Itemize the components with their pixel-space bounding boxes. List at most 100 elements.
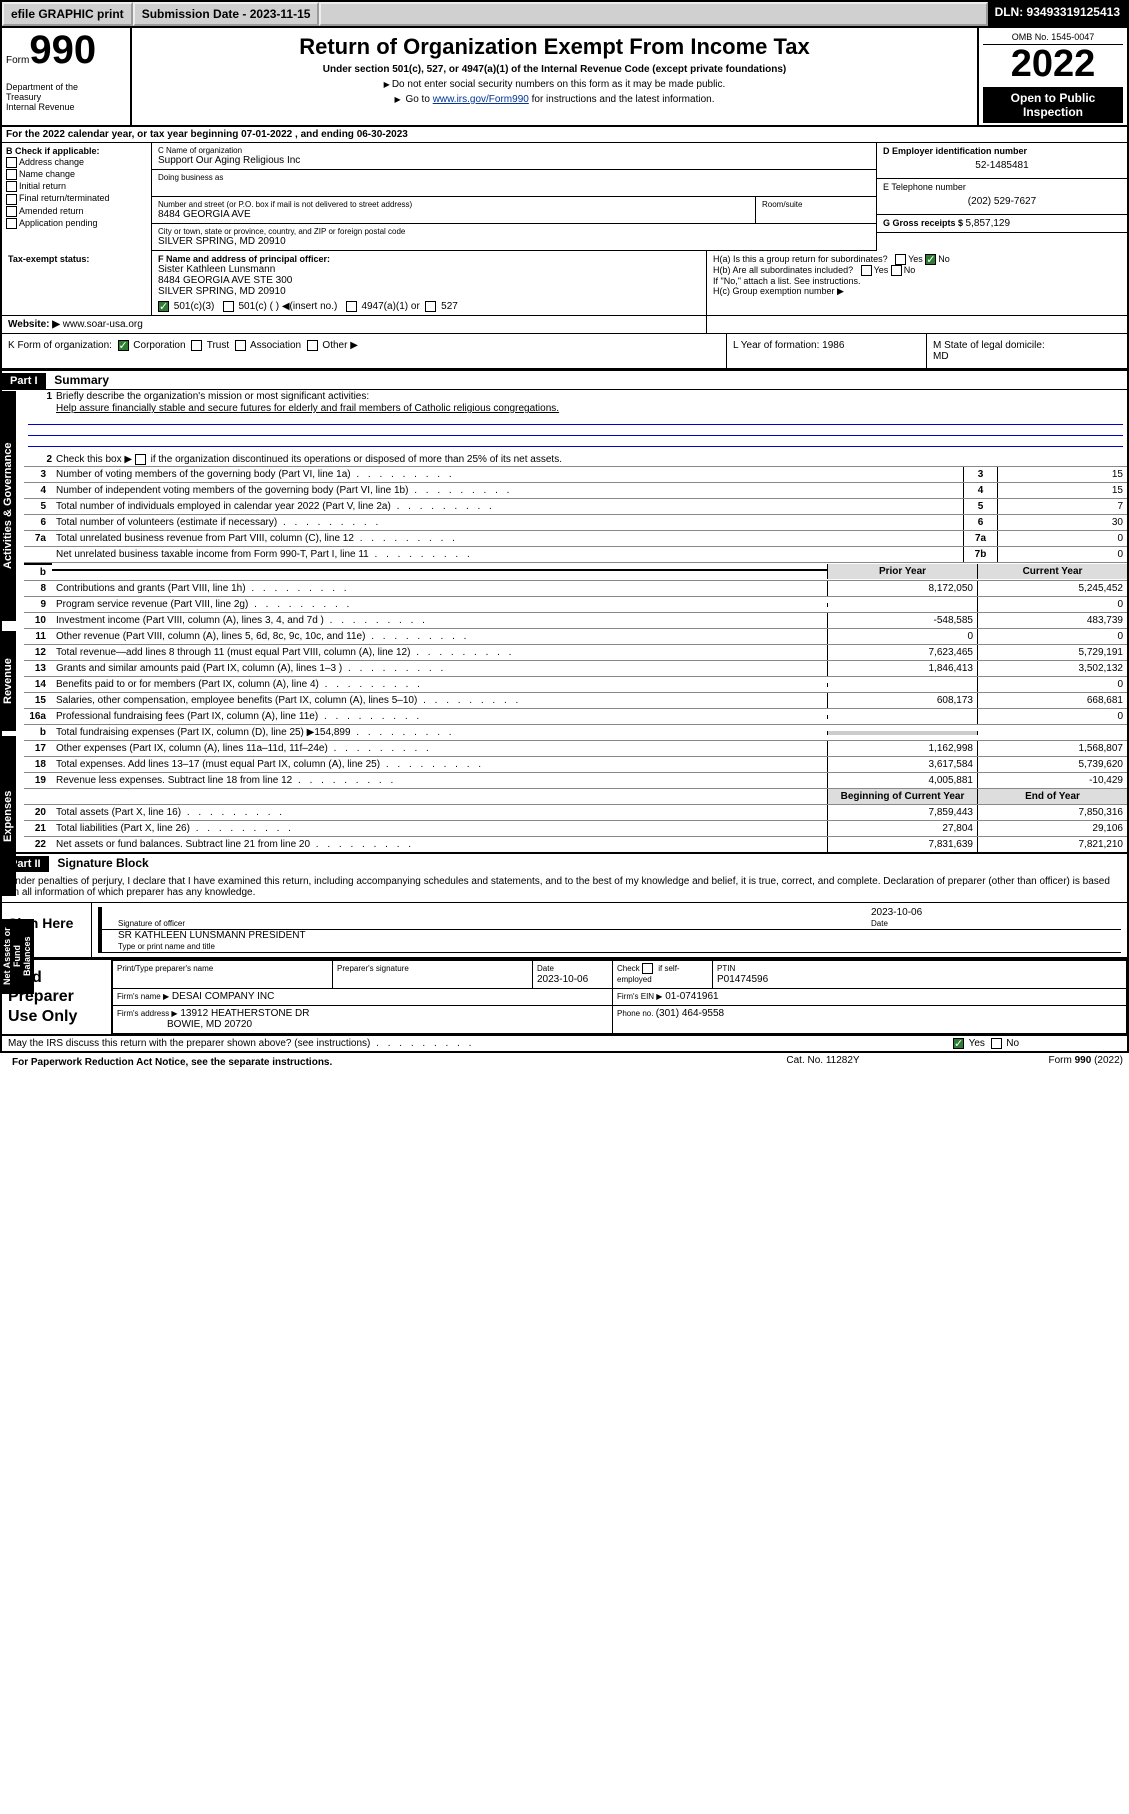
na-header: Beginning of Current Year End of Year: [24, 788, 1127, 804]
financial-row: 18Total expenses. Add lines 13–17 (must …: [24, 756, 1127, 772]
b-item-1: Name change: [19, 169, 75, 179]
cb-ha-yes[interactable]: [895, 254, 906, 265]
cb-discuss-yes[interactable]: [953, 1038, 964, 1049]
form-number: Form 990: [6, 30, 126, 70]
submission-date-label: Submission Date -: [142, 7, 250, 21]
k-assoc: Association: [250, 340, 301, 351]
eoy-label: End of Year: [977, 789, 1127, 804]
goto-pre: Go to: [405, 94, 432, 105]
cb-other[interactable]: [307, 340, 318, 351]
h-group: H(a) Is this a group return for subordin…: [707, 251, 1127, 315]
ha-label: H(a) Is this a group return for subordin…: [713, 254, 888, 264]
principal-officer: F Name and address of principal officer:…: [152, 251, 707, 315]
sig-bar-icon: [98, 930, 118, 952]
cb-amended[interactable]: [6, 206, 17, 217]
dept-treasury: Department of theTreasuryInternal Revenu…: [6, 82, 126, 112]
officer-name: Sister Kathleen Lunsmann: [158, 264, 700, 275]
financial-row: 21Total liabilities (Part X, line 26)27,…: [24, 820, 1127, 836]
cb-hb-yes[interactable]: [861, 265, 872, 276]
line-a-calyear: For the 2022 calendar year, or tax year …: [2, 127, 1127, 143]
cb-527[interactable]: [425, 301, 436, 312]
name-title-label: Type or print name and title: [118, 942, 215, 951]
room-label: Room/suite: [762, 200, 870, 209]
cb-assoc[interactable]: [235, 340, 246, 351]
cb-501c3[interactable]: [158, 301, 169, 312]
topbar-fill: [319, 2, 987, 26]
k-label: K Form of organization:: [8, 340, 112, 351]
firm-phone: (301) 464-9558: [656, 1008, 724, 1019]
form-header: Form 990 Department of theTreasuryIntern…: [0, 28, 1129, 127]
f-label: F Name and address of principal officer:: [158, 254, 700, 264]
street-address: 8484 GEORGIA AVE: [158, 209, 749, 220]
firm-addr-label: Firm's address ▶: [117, 1009, 178, 1018]
financial-row: 15Salaries, other compensation, employee…: [24, 692, 1127, 708]
signature-block: Under penalties of perjury, I declare th…: [0, 872, 1129, 959]
summary-row: Net unrelated business taxable income fr…: [24, 546, 1127, 562]
cb-corp[interactable]: [118, 340, 129, 351]
cb-initial-return[interactable]: [6, 181, 17, 192]
open-to-public: Open to Public Inspection: [983, 87, 1123, 123]
irs-link[interactable]: www.irs.gov/Form990: [433, 94, 529, 105]
i-label: Tax-exempt status:: [8, 254, 145, 264]
firm-addr1: 13912 HEATHERSTONE DR: [180, 1008, 309, 1019]
phone-value: (202) 529-7627: [883, 192, 1121, 211]
mission-line: [28, 436, 1123, 447]
prep-date-label: Date: [537, 964, 554, 973]
firm-ein-label: Firm's EIN ▶: [617, 992, 662, 1001]
l2-pre: Check this box ▶: [56, 454, 132, 465]
tax-exempt-cell: Tax-exempt status:: [2, 251, 152, 315]
efile-print-button[interactable]: efile GRAPHIC print: [2, 2, 133, 26]
cb-ha-no[interactable]: [925, 254, 936, 265]
l-label: L Year of formation:: [733, 340, 822, 351]
current-year-label: Current Year: [977, 564, 1127, 579]
cb-trust[interactable]: [191, 340, 202, 351]
b-item-5: Application pending: [19, 218, 98, 228]
financial-row: 20Total assets (Part X, line 16)7,859,44…: [24, 804, 1127, 820]
part-i-header: Part I: [2, 373, 46, 389]
entity-row-j: Website: ▶ www.soar-usa.org: [0, 316, 1129, 334]
sig-date: 2023-10-06: [871, 907, 922, 918]
g-label: G Gross receipts $: [883, 218, 966, 228]
firm-name: DESAI COMPANY INC: [172, 991, 274, 1002]
tab-expenses: Expenses: [0, 736, 16, 896]
c-label: C Name of organization: [158, 146, 870, 155]
financial-row: 14Benefits paid to or for members (Part …: [24, 676, 1127, 692]
cb-4947[interactable]: [346, 301, 357, 312]
yes-label: Yes: [969, 1038, 985, 1049]
cb-final-return[interactable]: [6, 194, 17, 205]
firm-ein: 01-0741961: [665, 991, 718, 1002]
mission-text: Help assure financially stable and secur…: [56, 403, 559, 414]
j-label: Website: ▶: [8, 319, 60, 330]
check-label: Check: [617, 964, 640, 973]
l2-post: if the organization discontinued its ope…: [151, 454, 562, 465]
tab-governance: Activities & Governance: [0, 391, 16, 621]
financial-row: 17Other expenses (Part IX, column (A), l…: [24, 740, 1127, 756]
financial-row: 16aProfessional fundraising fees (Part I…: [24, 708, 1127, 724]
org-name: Support Our Aging Religious Inc: [158, 155, 870, 166]
cb-address-change[interactable]: [6, 157, 17, 168]
pra-notice: For Paperwork Reduction Act Notice, see …: [6, 1055, 723, 1070]
tab-net-assets: Net Assets or Fund Balances: [0, 919, 34, 994]
cb-name-change[interactable]: [6, 169, 17, 180]
firm-addr2: BOWIE, MD 20720: [167, 1019, 252, 1030]
officer-addr1: 8484 GEORGIA AVE STE 300: [158, 275, 700, 286]
gross-receipts: 5,857,129: [966, 218, 1011, 229]
cb-501c[interactable]: [223, 301, 234, 312]
financial-row: 12Total revenue—add lines 8 through 11 (…: [24, 644, 1127, 660]
cb-hb-no[interactable]: [891, 265, 902, 276]
dba-label: Doing business as: [158, 173, 870, 182]
cb-app-pending[interactable]: [6, 218, 17, 229]
part-i-title: Summary: [48, 371, 115, 389]
cb-discontinued[interactable]: [135, 454, 146, 465]
cb-discuss-no[interactable]: [991, 1038, 1002, 1049]
discuss-label: May the IRS discuss this return with the…: [8, 1038, 370, 1049]
part-ii-title: Signature Block: [51, 854, 154, 872]
discuss-row: May the IRS discuss this return with the…: [0, 1036, 1129, 1053]
i-527: 527: [441, 301, 458, 312]
tax-year: 2022: [983, 45, 1123, 83]
form-990-num: 990: [29, 30, 96, 70]
i-4947: 4947(a)(1) or: [361, 301, 419, 312]
cb-self-employed[interactable]: [642, 963, 653, 974]
b-item-3: Final return/terminated: [19, 193, 110, 203]
dln: DLN: 93493319125413: [988, 2, 1127, 26]
